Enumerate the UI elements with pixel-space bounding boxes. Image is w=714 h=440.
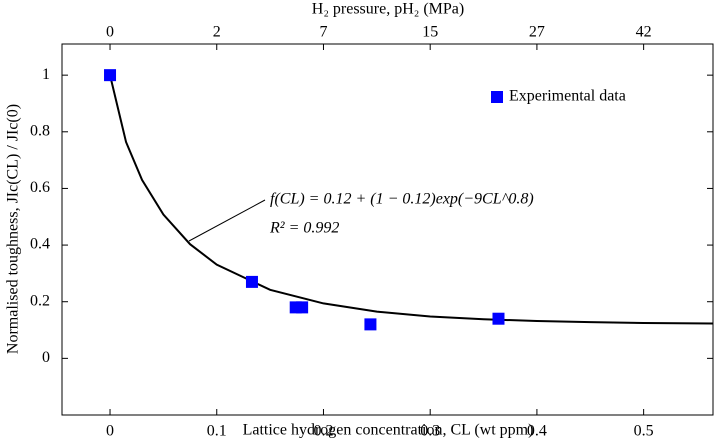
x-tick-label: 0.4	[527, 423, 547, 440]
annotation-pointer	[188, 199, 266, 242]
y-tick-label: 0.8	[30, 122, 50, 139]
x2-tick-label: 42	[636, 24, 652, 41]
y-tick-label: 0	[42, 349, 50, 366]
y-tick-label: 0.6	[30, 179, 50, 196]
data-point	[245, 275, 258, 288]
x-tick-label: 0.1	[207, 423, 227, 440]
x2-tick-label: 27	[529, 24, 545, 41]
plot-frame	[61, 43, 714, 416]
y-tick-label: 1	[42, 66, 50, 83]
x2-tick-label: 0	[106, 24, 114, 41]
x-tick-label: 0.3	[420, 423, 440, 440]
y-tick-label: 0.2	[30, 292, 50, 309]
y-tick-label: 0.4	[30, 236, 50, 253]
x-tick-label: 0	[106, 423, 114, 440]
legend-label: Experimental data	[509, 88, 626, 105]
x-axis-title: Lattice hydrogen concentration, CL (wt p…	[243, 422, 534, 439]
x-tick-label: 0.5	[634, 423, 654, 440]
x2-tick-label: 7	[319, 24, 327, 41]
x-tick-label: 0.2	[313, 423, 333, 440]
x2-tick-label: 2	[213, 24, 221, 41]
x2-axis-title: H₂ pressure, pH₂ (MPa)	[312, 1, 464, 18]
data-point	[296, 301, 309, 314]
fit-equation: f(CL) = 0.12 + (1 − 0.12)exp(−9CL^0.8)	[270, 191, 534, 208]
fit-curve	[109, 74, 714, 325]
legend-marker	[491, 91, 503, 103]
data-point	[364, 318, 377, 331]
r-squared: R² = 0.992	[269, 220, 339, 237]
data-point	[492, 312, 505, 325]
x2-tick-label: 15	[422, 24, 438, 41]
data-point	[104, 69, 117, 82]
y-axis-title: Normalised toughness, JIc(CL) / JIc(0)	[5, 104, 22, 354]
